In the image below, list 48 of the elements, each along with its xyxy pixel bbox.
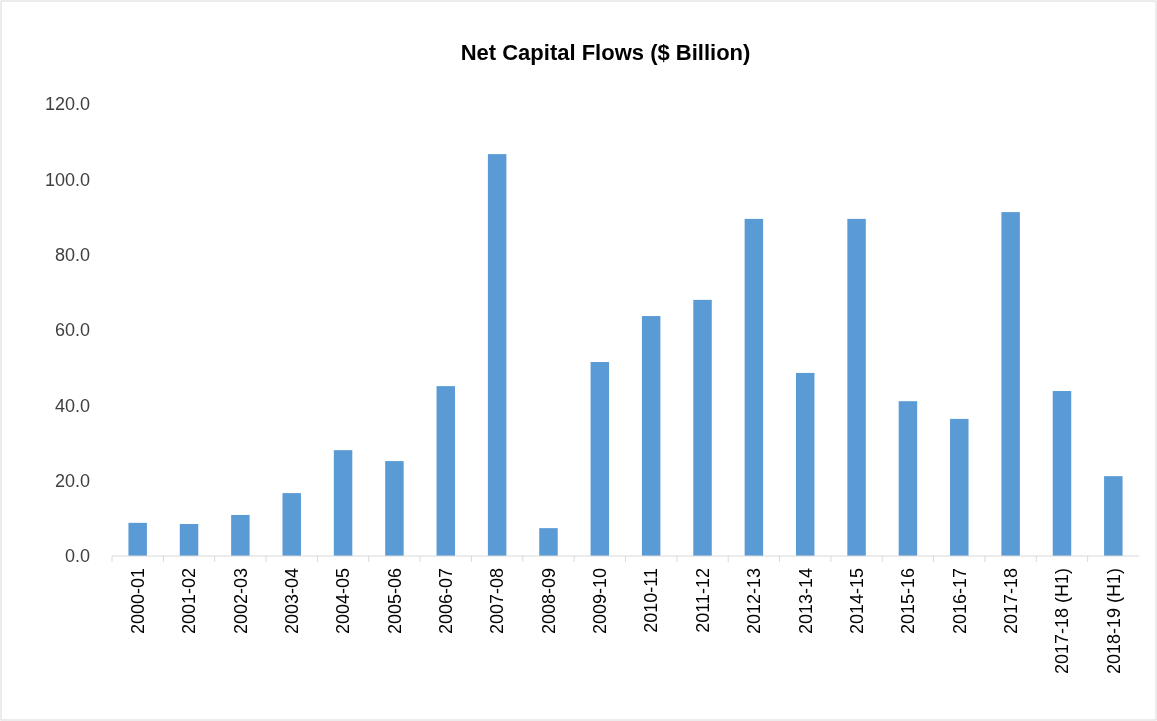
bar xyxy=(898,401,918,556)
x-tick-label: 2017-18 (H1) xyxy=(1052,568,1073,675)
chart-title: Net Capital Flows ($ Billion) xyxy=(460,40,751,65)
bar xyxy=(744,218,764,556)
x-tick-label: 2017-18 xyxy=(1000,568,1021,635)
x-tick-label: 2013-14 xyxy=(795,568,816,635)
bar xyxy=(693,299,712,556)
bar xyxy=(641,316,661,556)
bar xyxy=(128,522,147,556)
x-tick-label: 2008-09 xyxy=(538,568,559,635)
x-tick-label: 2014-15 xyxy=(846,568,867,635)
bar xyxy=(795,372,815,556)
bar xyxy=(333,450,353,556)
bar xyxy=(847,218,866,556)
x-tick-label: 2010-11 xyxy=(641,568,662,633)
x-tick-label: 2006-07 xyxy=(436,568,457,635)
x-tick-label: 2000-01 xyxy=(127,568,148,635)
bar xyxy=(1052,391,1072,556)
y-tick-label: 40.0 xyxy=(54,395,90,416)
x-tick-label: 2004-05 xyxy=(333,568,354,635)
bar xyxy=(282,493,301,556)
bar xyxy=(487,154,507,556)
x-tick-label: 2003-04 xyxy=(282,568,303,635)
x-tick-label: 2012-13 xyxy=(744,568,765,635)
bar xyxy=(231,514,250,556)
x-tick-label: 2007-08 xyxy=(487,568,508,635)
x-tick-label: 2001-02 xyxy=(179,568,200,635)
bar xyxy=(950,418,969,556)
y-tick-label: 80.0 xyxy=(54,244,90,265)
x-tick-label: 2005-06 xyxy=(384,568,405,635)
y-tick-label: 60.0 xyxy=(54,320,90,341)
bar xyxy=(590,362,610,556)
bar xyxy=(1001,212,1020,556)
x-tick-label: 2018-19 (H1) xyxy=(1103,568,1124,675)
bar xyxy=(1104,476,1123,556)
bar xyxy=(179,523,199,556)
x-tick-label: 2002-03 xyxy=(230,568,251,635)
y-tick-label: 20.0 xyxy=(54,470,90,491)
bar xyxy=(385,461,404,556)
x-tick-label: 2011-12 xyxy=(692,568,713,633)
y-tick-label: 0.0 xyxy=(64,546,90,567)
y-tick-label: 120.0 xyxy=(44,94,90,115)
bar xyxy=(539,528,558,556)
x-tick-label: 2015-16 xyxy=(898,568,919,635)
x-tick-label: 2016-17 xyxy=(949,568,970,635)
x-tick-label: 2009-10 xyxy=(590,568,611,635)
bar xyxy=(436,386,456,556)
y-tick-label: 100.0 xyxy=(44,169,90,190)
